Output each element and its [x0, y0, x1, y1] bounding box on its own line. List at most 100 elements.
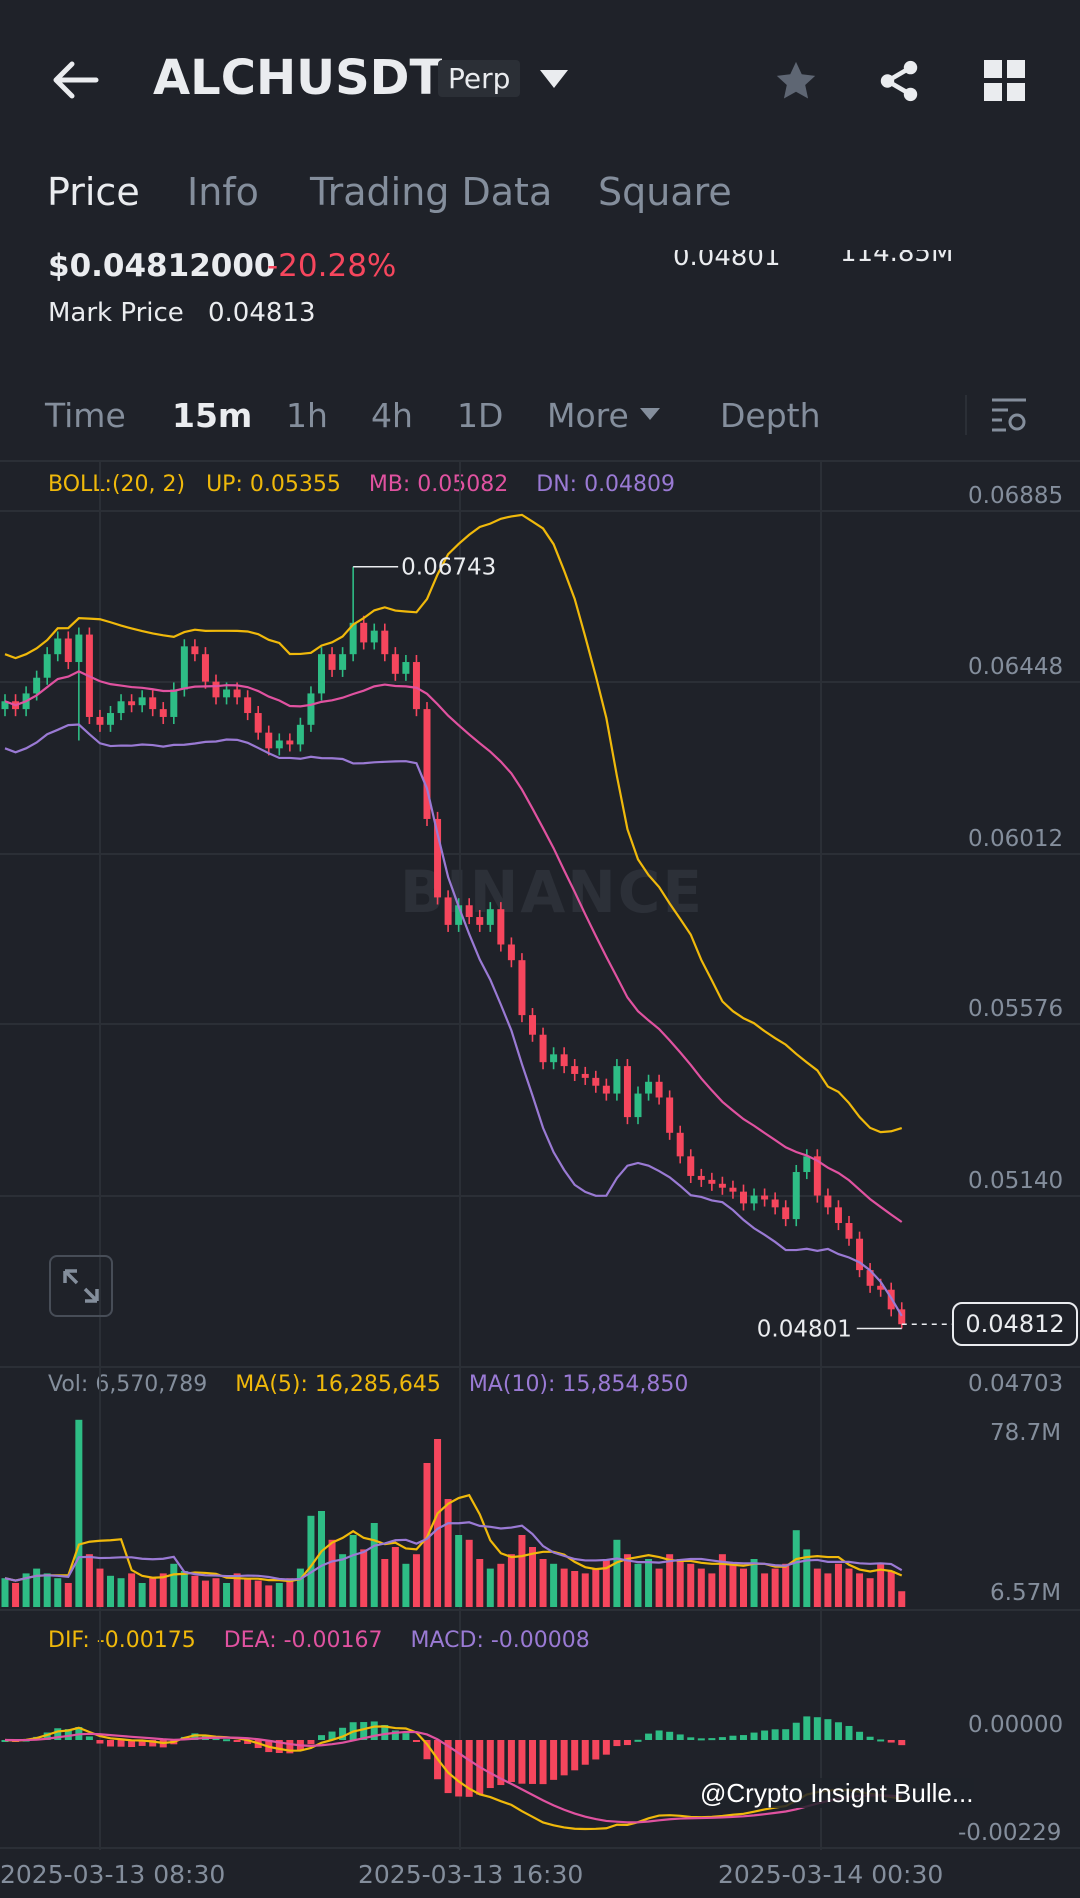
- symbol-title[interactable]: ALCHUSDT: [153, 50, 443, 106]
- volume-bar: [296, 1568, 304, 1607]
- dea-line: [4, 1730, 902, 1824]
- candle-body: [244, 697, 252, 714]
- interval-15m[interactable]: 15m: [172, 396, 253, 435]
- fullscreen-icon[interactable]: [49, 1255, 113, 1317]
- macd-bar: [244, 1740, 252, 1744]
- more-caret-icon[interactable]: [640, 408, 660, 421]
- price-axis-label: 0.06448: [968, 654, 1063, 680]
- volume-bar: [1, 1578, 9, 1607]
- tab-square[interactable]: Square: [598, 170, 732, 214]
- volume-bar: [529, 1547, 536, 1607]
- candle-body: [476, 917, 484, 925]
- interval-time[interactable]: Time: [45, 396, 126, 435]
- volume-bar: [887, 1571, 895, 1607]
- tab-info[interactable]: Info: [187, 170, 259, 214]
- volume-bar: [750, 1559, 758, 1607]
- chart-settings-icon[interactable]: [990, 396, 1028, 434]
- star-icon[interactable]: [773, 58, 819, 104]
- grid-icon[interactable]: [984, 60, 1026, 102]
- tab-trading-data[interactable]: Trading Data: [310, 170, 553, 214]
- candle-body: [54, 638, 62, 655]
- candle-body: [444, 897, 452, 925]
- time-label: 2025-03-13 08:30: [0, 1860, 226, 1889]
- macd-bar: [339, 1727, 347, 1740]
- volume-bar: [655, 1568, 663, 1607]
- candle-body: [676, 1132, 684, 1157]
- boll-mid-line: [4, 670, 903, 1223]
- macd-bar: [54, 1728, 62, 1740]
- high-label: 0.06743: [401, 555, 496, 581]
- candle-body: [275, 740, 283, 749]
- toolbar-divider-line: [0, 460, 1080, 462]
- boll-label: BOLL:(20, 2): [48, 472, 186, 497]
- volume-bar: [64, 1583, 72, 1607]
- volume-bar: [12, 1583, 20, 1607]
- candle-body: [581, 1073, 589, 1078]
- macd-bar: [898, 1740, 906, 1746]
- candle-body: [296, 724, 304, 745]
- volume-bar: [676, 1559, 684, 1607]
- volume-bar: [687, 1563, 695, 1607]
- macd-bar: [740, 1735, 747, 1740]
- volume-bar: [623, 1554, 631, 1607]
- attribution: @Crypto Insight Bulle...: [700, 1778, 974, 1808]
- volume-bar: [792, 1530, 800, 1607]
- macd-bar: [328, 1731, 336, 1740]
- interval-1d[interactable]: 1D: [457, 396, 504, 435]
- tab-price[interactable]: Price: [47, 170, 140, 214]
- volume-bar: [349, 1535, 357, 1607]
- interval-1h[interactable]: 1h: [286, 396, 328, 435]
- volume-bar: [824, 1573, 832, 1607]
- macd-bar: [613, 1740, 621, 1747]
- volume-bar: [539, 1559, 547, 1607]
- interval-more[interactable]: More: [547, 396, 629, 435]
- interval-4h[interactable]: 4h: [371, 396, 413, 435]
- depth-tab[interactable]: Depth: [720, 396, 821, 435]
- price-axis-label: 0.05576: [968, 996, 1063, 1022]
- candle-body: [697, 1175, 705, 1180]
- volume-bar: [444, 1499, 452, 1607]
- macd-bar: [581, 1740, 589, 1765]
- candle-body: [529, 1015, 536, 1035]
- share-icon[interactable]: [876, 58, 922, 104]
- volume-bar: [191, 1575, 199, 1607]
- macd-bar: [666, 1731, 674, 1740]
- dif-line: [4, 1725, 902, 1831]
- macd-bar: [275, 1740, 283, 1753]
- candle-body: [550, 1054, 558, 1063]
- candle-body: [434, 818, 442, 898]
- candle-body: [455, 905, 463, 925]
- macd-bar: [845, 1725, 853, 1740]
- volume-legend: Vol: 6,570,789 MA(5): 16,285,645 MA(10):…: [48, 1372, 688, 1397]
- macd-bar: [96, 1740, 104, 1744]
- vol-value: Vol: 6,570,789: [48, 1372, 208, 1397]
- caret-down-icon[interactable]: [540, 70, 568, 90]
- volume-bar: [898, 1591, 906, 1607]
- macd-axis-label: 0.00000: [968, 1712, 1063, 1738]
- volume-bar: [391, 1547, 399, 1607]
- volume-bar: [434, 1439, 442, 1607]
- volume-axis-label: 6.57M: [990, 1580, 1061, 1606]
- candle-body: [170, 689, 178, 717]
- vol-ma10: MA(10): 15,854,850: [468, 1372, 689, 1397]
- macd-bar: [803, 1716, 811, 1740]
- macd-dif: DIF: -0.00175: [48, 1628, 196, 1653]
- candle-body: [750, 1195, 758, 1204]
- candle-body: [223, 689, 231, 698]
- macd-bar: [866, 1736, 874, 1740]
- candle-body: [201, 654, 209, 682]
- candle-body: [655, 1081, 663, 1098]
- candle-body: [412, 662, 420, 710]
- candle-body: [75, 634, 83, 663]
- volume-bar: [697, 1568, 705, 1607]
- candle-body: [96, 716, 104, 725]
- kline-chart[interactable]: 0.06885 0.06448 0.06012 0.05576 0.05140 0.047…: [0, 460, 1080, 1898]
- volume-bar: [233, 1573, 241, 1607]
- volume-bar: [718, 1554, 726, 1607]
- candle-body: [233, 689, 241, 698]
- back-arrow-icon[interactable]: [50, 60, 100, 100]
- macd-value: MACD: -0.00008: [410, 1628, 590, 1653]
- candle-body: [402, 662, 410, 674]
- volume-bar: [328, 1539, 336, 1607]
- volume-bar: [602, 1559, 610, 1607]
